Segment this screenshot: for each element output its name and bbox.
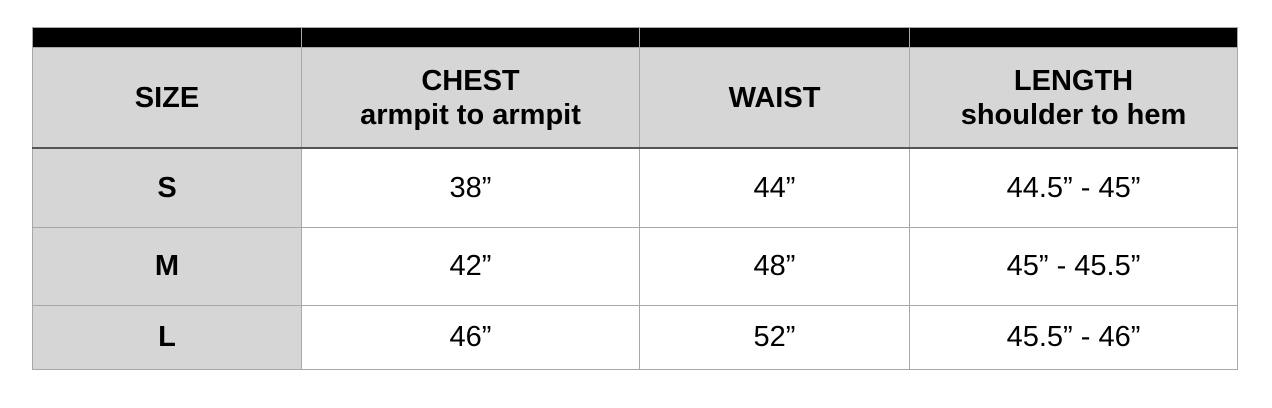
table-row: S 38” 44” 44.5” - 45” bbox=[32, 147, 1238, 228]
size-cell: L bbox=[32, 305, 302, 370]
header-waist: WAIST bbox=[639, 47, 910, 149]
table-row: L 46” 52” 45.5” - 46” bbox=[32, 305, 1238, 370]
header-size: SIZE bbox=[32, 47, 302, 149]
table-row: M 42” 48” 45” - 45.5” bbox=[32, 227, 1238, 306]
size-cell: M bbox=[32, 227, 302, 306]
header-length: LENGTH shoulder to hem bbox=[909, 47, 1238, 149]
header-chest: CHEST armpit to armpit bbox=[301, 47, 640, 149]
length-cell: 44.5” - 45” bbox=[909, 147, 1238, 228]
size-cell: S bbox=[32, 147, 302, 228]
header-bar bbox=[32, 27, 1238, 48]
waist-cell: 48” bbox=[639, 227, 910, 306]
waist-cell: 44” bbox=[639, 147, 910, 228]
size-chart-table: SIZE CHEST armpit to armpit WAIST LENGTH s… bbox=[32, 27, 1238, 370]
waist-cell: 52” bbox=[639, 305, 910, 370]
chest-cell: 38” bbox=[301, 147, 640, 228]
chest-cell: 42” bbox=[301, 227, 640, 306]
header-row: SIZE CHEST armpit to armpit WAIST LENGTH s… bbox=[32, 47, 1238, 149]
length-cell: 45.5” - 46” bbox=[909, 305, 1238, 370]
length-cell: 45” - 45.5” bbox=[909, 227, 1238, 306]
chest-cell: 46” bbox=[301, 305, 640, 370]
